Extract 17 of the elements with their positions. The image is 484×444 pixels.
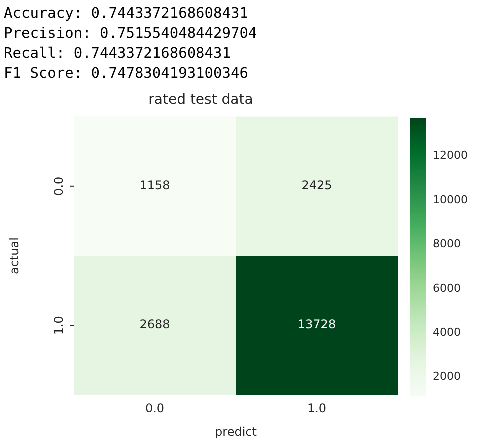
text: F1 Score: 0.7478304193100346 <box>4 65 250 84</box>
text: Precision: 0.7515540484429704 <box>4 25 258 44</box>
color-bar-label: 12000 <box>433 149 468 162</box>
data-label: 1158 <box>140 178 170 193</box>
y-axis-title: actual <box>7 238 22 274</box>
text: Recall: 0.7443372168608431 <box>4 45 232 64</box>
color-bar-label: 6000 <box>433 282 461 295</box>
text: Accuracy: 0.7443372168608431 <box>4 5 250 24</box>
color-bar-label: 4000 <box>433 326 461 340</box>
data-label: 13728 <box>298 318 336 332</box>
data-label: 2425 <box>302 178 332 193</box>
data-label: 2688 <box>140 318 170 332</box>
color-bar-label: 2000 <box>433 370 461 384</box>
color-bar-label: 10000 <box>433 193 468 206</box>
x-axis-title: predict <box>215 424 258 439</box>
color-bar-label: 8000 <box>433 238 461 251</box>
chart-title: rated test data <box>148 92 254 108</box>
